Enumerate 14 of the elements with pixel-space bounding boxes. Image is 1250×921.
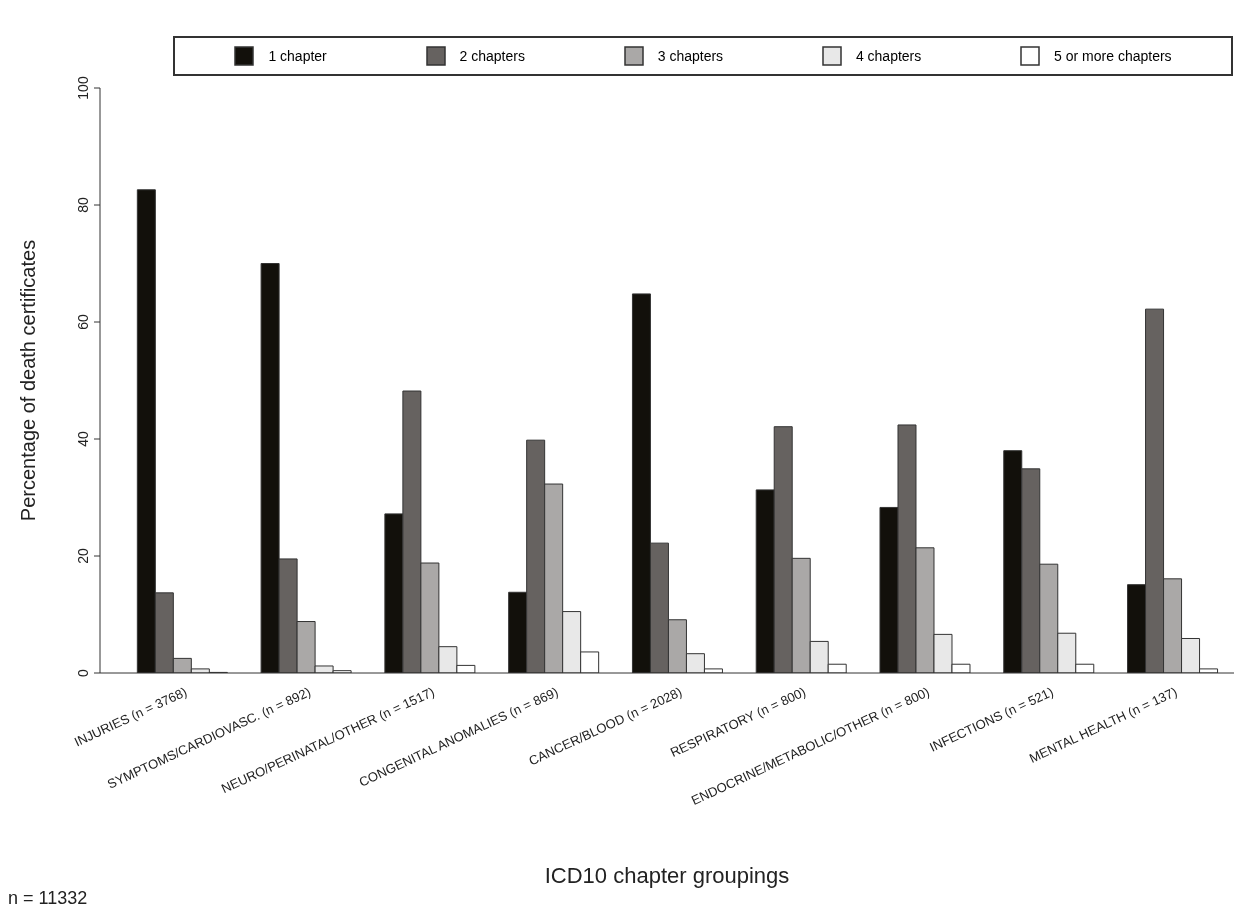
y-tick-label: 0 [75,668,91,677]
y-axis-title: Percentage of death certificates [17,239,40,522]
y-tick-label: 20 [75,548,91,564]
y-tick-label: 60 [75,314,91,330]
text: n = 11332 [8,888,88,909]
legend-label: 3 chapters [657,48,724,64]
x-axis-title: ICD10 chapter groupings [544,863,790,888]
legend-label: 5 or more chapters [1054,48,1172,64]
legend-label: 4 chapters [855,48,922,64]
legend-label: 1 chapter [268,48,327,64]
y-tick-label: 100 [75,76,91,100]
y-tick-label: 40 [75,431,91,447]
y-tick-label: 80 [75,197,91,213]
legend-label: 2 chapters [459,48,525,64]
